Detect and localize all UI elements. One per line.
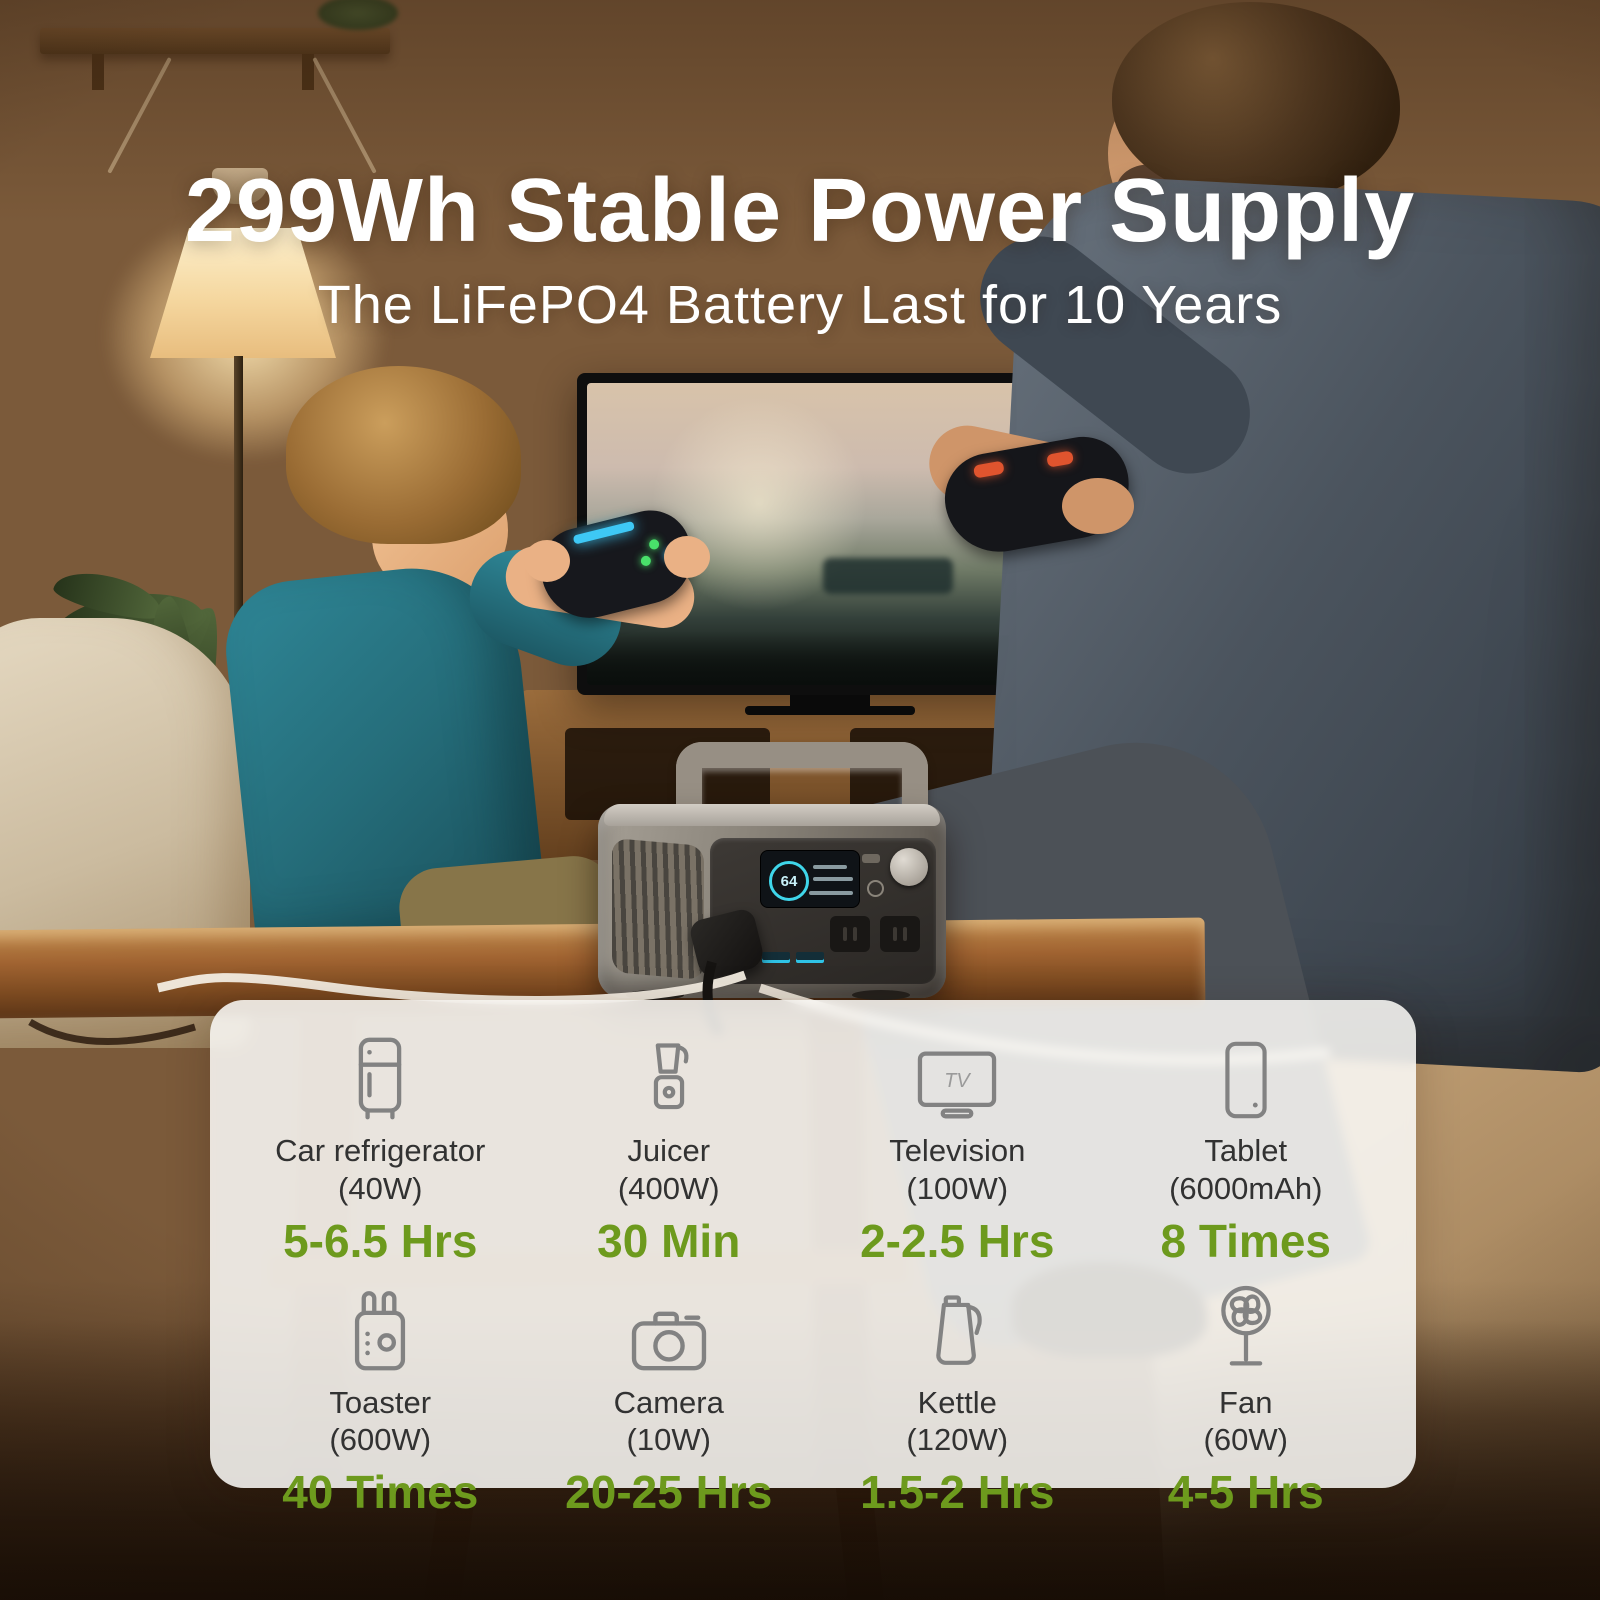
appliance-power: (120W) — [906, 1422, 1009, 1458]
appliance-name: Camera — [613, 1384, 724, 1420]
appliance-power: (600W) — [329, 1422, 432, 1458]
appliance-name: Tablet — [1204, 1133, 1288, 1168]
appliance-duration: 30 Min — [597, 1214, 741, 1267]
page-title: 299Wh Stable Power Supply — [184, 161, 1416, 261]
appliance-name: Toaster — [329, 1384, 432, 1420]
appliance-duration: 5-6.5 Hrs — [283, 1214, 478, 1267]
appliance-power: (10W) — [626, 1422, 711, 1458]
appliance-duration: 2-2.5 Hrs — [860, 1214, 1055, 1267]
appliance-card-tablet: Tablet (6000mAh) 8 Times — [1102, 1030, 1391, 1264]
appliance-name: Car refrigerator — [275, 1133, 486, 1168]
appliance-card-juicer: Juicer (400W) 30 Min — [525, 1030, 814, 1264]
appliance-card-toaster: Toaster (600W) 40 Times — [236, 1282, 525, 1519]
tv-glyph-label: TV — [945, 1070, 972, 1092]
camera-icon — [630, 1282, 708, 1374]
appliance-name: Kettle — [917, 1384, 997, 1420]
appliance-duration: 1.5-2 Hrs — [860, 1466, 1055, 1519]
appliance-power: (40W) — [338, 1170, 423, 1206]
toaster-icon — [349, 1282, 411, 1374]
kettle-icon — [927, 1282, 987, 1374]
appliance-name: Juicer — [627, 1133, 711, 1168]
appliance-power: (6000mAh) — [1169, 1170, 1323, 1206]
appliance-card-kettle: Kettle (120W) 1.5-2 Hrs — [813, 1282, 1102, 1519]
appliance-power: (100W) — [906, 1170, 1009, 1206]
fan-icon — [1213, 1282, 1279, 1374]
tablet-icon — [1220, 1030, 1272, 1122]
headline-block: 299Wh Stable Power Supply The LiFePO4 Ba… — [0, 166, 1600, 332]
appliance-card-camera: Camera (10W) 20-25 Hrs — [525, 1282, 814, 1519]
juicer-icon — [641, 1030, 697, 1122]
appliance-duration: 40 Times — [282, 1466, 479, 1519]
appliance-power: (60W) — [1203, 1422, 1288, 1458]
floor-cord — [28, 1018, 197, 1045]
appliance-duration: 8 Times — [1160, 1214, 1331, 1267]
television-icon: TV — [914, 1030, 1000, 1122]
appliance-card-refrigerator: Car refrigerator (40W) 5-6.5 Hrs — [236, 1030, 525, 1264]
appliance-power: (400W) — [617, 1170, 720, 1206]
appliance-card-television: TV Television (100W) 2-2.5 Hrs — [813, 1030, 1102, 1264]
appliance-name: Television — [889, 1133, 1026, 1168]
appliance-card-fan: Fan (60W) 4-5 Hrs — [1102, 1282, 1391, 1519]
white-power-cable — [156, 970, 747, 1005]
appliance-duration: 20-25 Hrs — [565, 1466, 773, 1519]
page-subtitle: The LiFePO4 Battery Last for 10 Years — [317, 275, 1283, 335]
appliance-runtime-panel: Car refrigerator (40W) 5-6.5 Hrs Juicer … — [210, 1000, 1416, 1515]
appliance-name: Fan — [1219, 1384, 1273, 1420]
appliance-duration: 4-5 Hrs — [1167, 1466, 1324, 1519]
refrigerator-icon — [351, 1030, 409, 1122]
